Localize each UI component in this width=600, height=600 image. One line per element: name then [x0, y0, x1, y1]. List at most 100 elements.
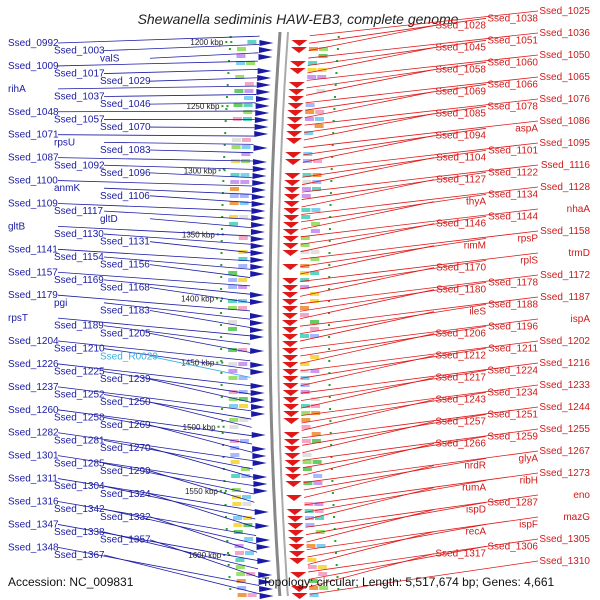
- gene-label: Ssed_1096: [100, 168, 151, 179]
- annotation-block: [237, 47, 246, 51]
- annotation-block: [300, 369, 310, 373]
- leader-line: [300, 377, 435, 409]
- leader-line: [299, 311, 435, 342]
- leader-line: [149, 241, 251, 253]
- reverse-gene-mark: [282, 383, 299, 389]
- reverse-gene-mark: [289, 68, 306, 74]
- gene-label: ispA: [571, 314, 591, 325]
- leader-line: [57, 134, 255, 137]
- track-dot: [329, 408, 332, 410]
- gene-label: Ssed_1051: [487, 35, 538, 46]
- gene-label: Ssed_1106: [100, 191, 150, 202]
- annotation-block: [228, 285, 238, 289]
- ruler-kbp-label: 1250 kbp: [187, 102, 220, 111]
- annotation-block: [314, 502, 324, 506]
- gene-label: Ssed_1210: [54, 344, 105, 355]
- track-dot: [336, 576, 339, 578]
- gene-label: Ssed_1269: [100, 420, 151, 431]
- track-dot: [331, 156, 334, 158]
- annotation-block: [308, 61, 318, 65]
- track-dot: [222, 180, 225, 182]
- track-dot: [220, 360, 223, 362]
- forward-gene-mark: [250, 229, 265, 235]
- track-dot: [220, 396, 223, 398]
- reverse-gene-mark: [283, 222, 300, 228]
- annotation-block: [302, 187, 311, 191]
- reverse-gene-mark: [282, 341, 299, 347]
- reverse-gene-mark: [288, 551, 305, 557]
- annotation-block: [318, 54, 328, 58]
- leader-line: [309, 560, 539, 595]
- gene-label: Ssed_1216: [539, 358, 590, 369]
- ruler-kbp-label: 1350 kbp: [182, 230, 215, 239]
- gene-label: Ssed_1066: [487, 79, 538, 90]
- annotation-block: [228, 348, 238, 352]
- reverse-gene-mark: [282, 264, 299, 270]
- leader-line: [309, 17, 487, 44]
- gene-label: Ssed_1156: [100, 260, 150, 271]
- track-dot: [330, 444, 333, 446]
- leader-line: [301, 186, 539, 215]
- annotation-block: [246, 61, 256, 65]
- gene-label: Ssed_1134: [488, 189, 538, 200]
- gene-label: Ssed_1046: [100, 99, 151, 110]
- annotation-block: [236, 61, 246, 65]
- track-dot: [328, 384, 331, 386]
- gene-label: Ssed_1316: [8, 497, 59, 508]
- annotation-block: [243, 103, 253, 107]
- gene-label: Ssed_1259: [487, 431, 538, 442]
- gene-label: Ssed_1036: [539, 28, 590, 39]
- backbone-arc-outer: [277, 31, 289, 597]
- gene-label: Ssed_1178: [488, 277, 538, 288]
- reverse-gene-mark: [288, 544, 305, 550]
- gene-label: Ssed_1317: [435, 549, 486, 560]
- gene-label: aspA: [515, 123, 538, 134]
- reverse-gene-mark: [286, 124, 303, 130]
- leader-line: [304, 91, 435, 119]
- forward-gene-mark: [250, 264, 265, 270]
- gene-label: Ssed_1071: [8, 130, 59, 141]
- gene-label: Ssed_1257: [435, 417, 486, 428]
- track-dot: [223, 144, 226, 146]
- forward-gene-mark: [256, 82, 271, 88]
- track-dot: [224, 120, 227, 122]
- forward-gene-mark: [255, 96, 270, 102]
- forward-gene-mark: [253, 145, 268, 151]
- forward-gene-mark: [250, 397, 265, 403]
- leader-line: [57, 386, 252, 412]
- annotation-block: [228, 327, 237, 331]
- leader-line: [149, 195, 252, 204]
- reverse-gene-mark: [287, 530, 304, 536]
- reverse-gene-mark: [286, 495, 303, 501]
- gene-label: Ssed_1060: [487, 57, 538, 68]
- track-dot: [220, 324, 222, 326]
- annotation-block: [318, 572, 328, 576]
- gene-label: Ssed_1243: [435, 395, 486, 406]
- leader-line: [300, 347, 487, 379]
- ruler-kbp-label: 1400 kbp: [181, 295, 214, 304]
- leader-line: [103, 394, 252, 420]
- track-dot: [225, 108, 228, 110]
- track-dot: [337, 588, 340, 590]
- gene-label: Ssed_1050: [539, 50, 590, 61]
- annotation-block: [239, 194, 249, 198]
- annotation-block: [310, 327, 319, 331]
- annotation-block: [300, 243, 310, 247]
- leader-line: [149, 77, 258, 82]
- leader-line: [149, 378, 252, 403]
- annotation-block: [317, 75, 327, 79]
- leader-line: [305, 487, 435, 521]
- gene-label: nhaA: [567, 204, 591, 215]
- leader-line: [57, 546, 260, 586]
- gene-label: nrdR: [464, 461, 486, 472]
- annotation-block: [233, 523, 243, 527]
- leader-line: [103, 233, 251, 245]
- annotation-block: [239, 439, 249, 443]
- gene-label: rpsU: [54, 137, 75, 148]
- gene-label: Ssed_1348: [8, 542, 59, 553]
- gene-label: Ssed_1045: [435, 43, 486, 54]
- leader-line: [302, 149, 487, 178]
- annotation-block: [242, 502, 252, 506]
- forward-gene-mark: [252, 166, 267, 172]
- gene-label: Ssed_1299: [100, 466, 151, 477]
